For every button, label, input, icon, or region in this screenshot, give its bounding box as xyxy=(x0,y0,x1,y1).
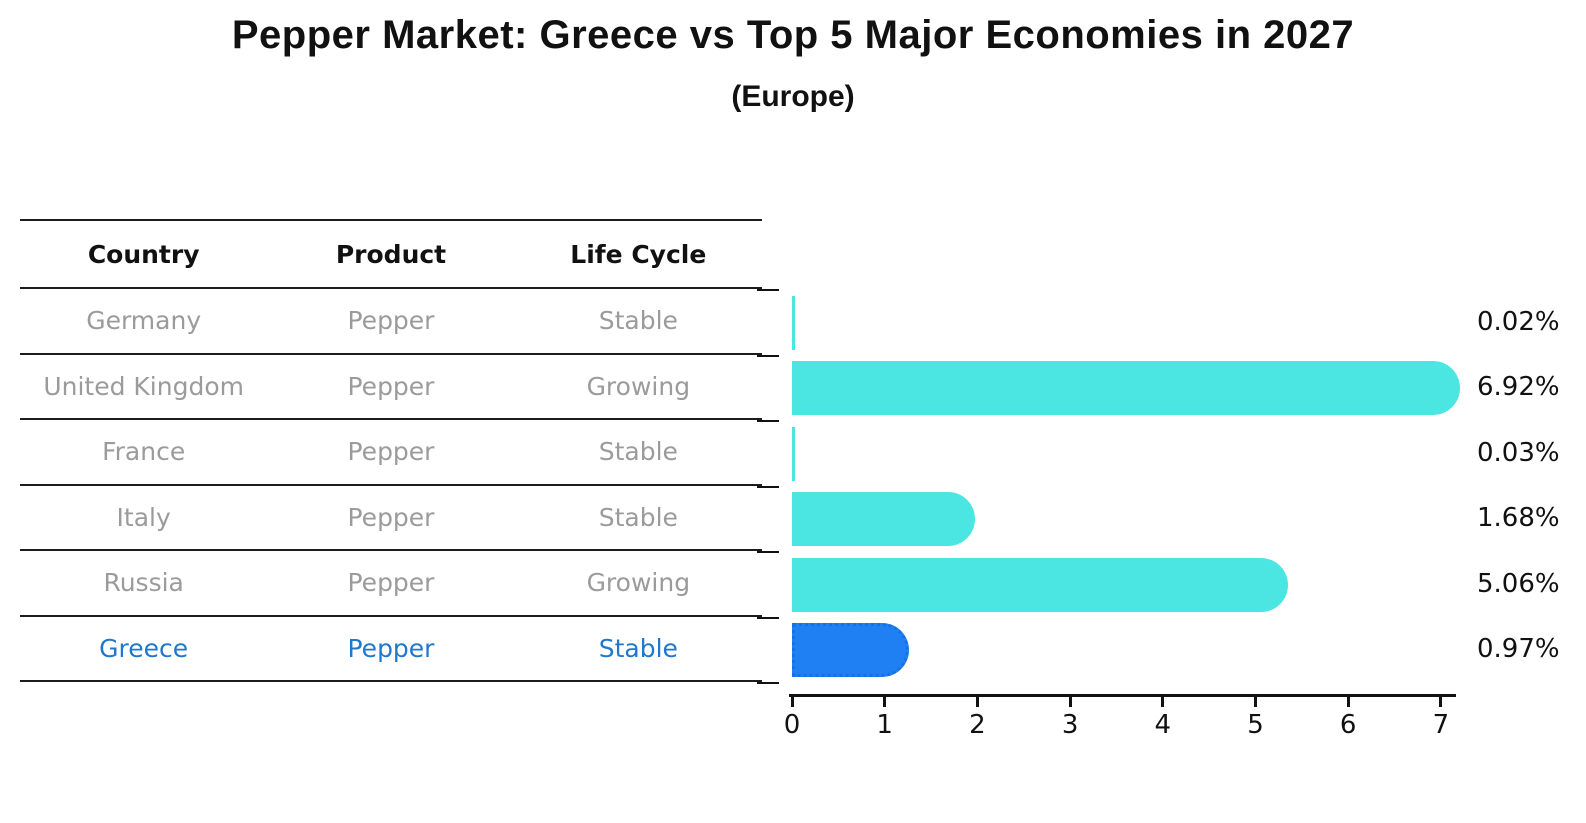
table-cell-life-cycle: Stable xyxy=(598,306,678,336)
x-axis-tick xyxy=(1439,697,1443,707)
x-axis-tick-label: 2 xyxy=(969,710,986,740)
table-cell-country: Italy xyxy=(116,502,171,532)
x-axis-tick-label: 7 xyxy=(1432,710,1450,740)
bar-italy xyxy=(792,492,975,547)
table-header-row: Country Product Life Cycle xyxy=(20,219,762,289)
table-cell-life-cycle: Growing xyxy=(586,371,691,401)
x-axis-tick xyxy=(1068,697,1072,707)
table-cell-product: Pepper xyxy=(347,371,435,401)
bar-value-label-united-kingdom: 6.92% xyxy=(1477,372,1560,403)
column-header-product: Product xyxy=(335,239,447,269)
x-axis-tick-label: 3 xyxy=(1061,710,1079,740)
table-cell-product: Pepper xyxy=(347,502,435,532)
table-row-italy: Italy Pepper Stable xyxy=(20,486,762,551)
bar-value-label-italy: 1.68% xyxy=(1477,503,1560,534)
table-body: Germany Pepper Stable United Kingdom Pepper G… xyxy=(20,289,762,682)
table-cell-life-cycle: Stable xyxy=(598,502,678,532)
x-axis-line xyxy=(789,694,1456,697)
bar-greece xyxy=(792,623,909,678)
x-axis-tick xyxy=(883,697,887,707)
column-header-country: Country xyxy=(87,239,200,269)
bar-france xyxy=(792,426,795,481)
table-cell-product: Pepper xyxy=(347,306,435,336)
table-cell-country: Russia xyxy=(103,568,184,598)
x-axis-tick-label: 5 xyxy=(1247,710,1264,740)
bar-value-label-france: 0.03% xyxy=(1477,437,1560,468)
x-axis-tick xyxy=(975,697,979,707)
table-row-germany: Germany Pepper Stable xyxy=(20,289,762,355)
chart-title: Pepper Market: Greece vs Top 5 Major Eco… xyxy=(231,13,1355,57)
x-axis-tick-label: 6 xyxy=(1339,710,1357,740)
chart-subtitle: (Europe) xyxy=(731,80,855,113)
x-axis-tick xyxy=(1346,697,1350,707)
table-cell-life-cycle: Growing xyxy=(586,568,691,598)
comparison-table: Country Product Life Cycle Germany Pepper… xyxy=(20,219,762,682)
bar-value-label-greece: 0.97% xyxy=(1477,634,1560,665)
table-cell-life-cycle: Stable xyxy=(598,437,678,467)
x-axis-tick-label: 1 xyxy=(876,710,893,740)
x-axis-tick-label: 4 xyxy=(1154,710,1172,740)
bar-value-label-germany: 0.02% xyxy=(1477,306,1560,337)
table-cell-product: Pepper xyxy=(347,633,435,663)
x-axis-tick xyxy=(1161,697,1165,707)
bar-germany xyxy=(792,295,795,350)
table-cell-life-cycle: Stable xyxy=(598,633,678,663)
table-cell-country: United Kingdom xyxy=(43,371,244,401)
x-axis-tick xyxy=(790,697,794,707)
x-axis-tick xyxy=(1254,697,1257,707)
table-cell-country: France xyxy=(102,437,186,467)
column-header-life-cycle: Life Cycle xyxy=(570,239,707,269)
table-cell-country: Greece xyxy=(99,633,189,663)
table-cell-product: Pepper xyxy=(347,437,435,467)
bar-united-kingdom xyxy=(792,361,1461,416)
table-cell-product: Pepper xyxy=(347,568,435,598)
table-row-greece: Greece Pepper Stable xyxy=(20,617,762,682)
bar-value-label-russia: 5.06% xyxy=(1477,568,1560,599)
table-cell-country: Germany xyxy=(86,306,202,336)
table-row-united-kingdom: United Kingdom Pepper Growing xyxy=(20,355,762,420)
table-row-russia: Russia Pepper Growing xyxy=(20,551,762,617)
x-axis-tick-label: 0 xyxy=(783,710,801,740)
table-row-france: France Pepper Stable xyxy=(20,420,762,486)
y-axis-tick xyxy=(757,682,779,684)
bar-russia xyxy=(792,557,1289,612)
